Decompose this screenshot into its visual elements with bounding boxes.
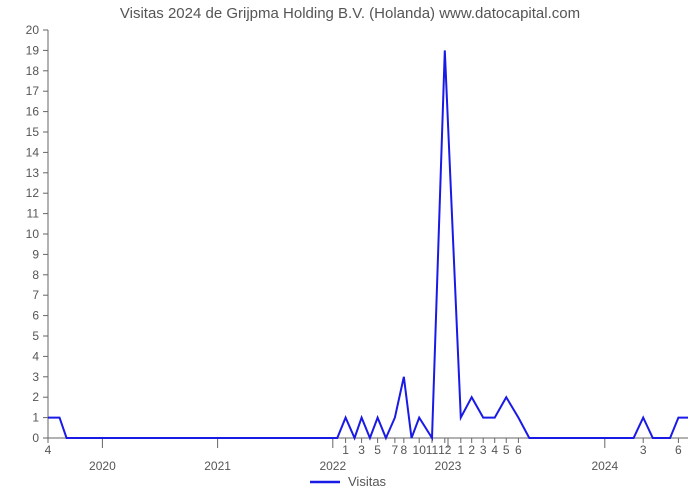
x-tick-label-month: 5	[503, 443, 510, 457]
x-tick-label-month: 4	[45, 443, 52, 457]
chart-bg	[0, 0, 700, 500]
x-tick-label-month: 10	[413, 443, 427, 457]
x-tick-label-year: 2020	[89, 459, 116, 473]
y-tick-label: 9	[32, 247, 39, 261]
x-tick-label-month: 3	[640, 443, 647, 457]
chart-title: Visitas 2024 de Grijpma Holding B.V. (Ho…	[120, 5, 580, 22]
x-tick-label-month: 6	[515, 443, 522, 457]
y-tick-label: 11	[27, 207, 40, 221]
y-tick-label: 3	[32, 370, 39, 384]
y-tick-label: 2	[32, 390, 39, 404]
legend-label: Visitas	[348, 474, 387, 489]
y-tick-label: 4	[32, 349, 39, 363]
x-tick-label-month: 11	[426, 443, 439, 457]
y-tick-label: 5	[32, 329, 39, 343]
x-tick-label-month: 5	[374, 443, 381, 457]
x-tick-label-month: 1	[342, 443, 349, 457]
x-tick-label-year: 2021	[204, 459, 231, 473]
x-tick-label-month: 7	[392, 443, 399, 457]
y-tick-label: 7	[32, 288, 39, 302]
y-tick-label: 6	[32, 309, 39, 323]
visits-chart: Visitas 2024 de Grijpma Holding B.V. (Ho…	[0, 0, 700, 500]
y-tick-label: 0	[32, 431, 39, 445]
x-tick-label-month: 6	[675, 443, 682, 457]
y-tick-label: 1	[32, 411, 39, 425]
y-tick-label: 17	[26, 84, 40, 98]
x-tick-label-year: 2022	[319, 459, 346, 473]
x-tick-label-month: 12	[438, 443, 452, 457]
y-tick-label: 20	[26, 23, 40, 37]
y-tick-label: 12	[26, 186, 40, 200]
y-tick-label: 19	[26, 43, 40, 57]
y-tick-label: 15	[26, 125, 40, 139]
y-tick-label: 14	[26, 145, 40, 159]
chart-svg: Visitas 2024 de Grijpma Holding B.V. (Ho…	[0, 0, 700, 500]
y-tick-label: 8	[32, 268, 39, 282]
x-tick-label-month: 1	[457, 443, 464, 457]
x-tick-label-month: 4	[491, 443, 498, 457]
x-tick-label-month: 2	[468, 443, 475, 457]
x-tick-label-year: 2023	[435, 459, 462, 473]
x-tick-label-month: 8	[400, 443, 407, 457]
y-tick-label: 13	[26, 166, 40, 180]
x-tick-label-month: 3	[358, 443, 365, 457]
x-tick-label-year: 2024	[591, 459, 618, 473]
y-tick-label: 18	[26, 64, 40, 78]
x-tick-label-month: 3	[480, 443, 487, 457]
y-tick-label: 10	[26, 227, 40, 241]
y-tick-label: 16	[26, 105, 40, 119]
